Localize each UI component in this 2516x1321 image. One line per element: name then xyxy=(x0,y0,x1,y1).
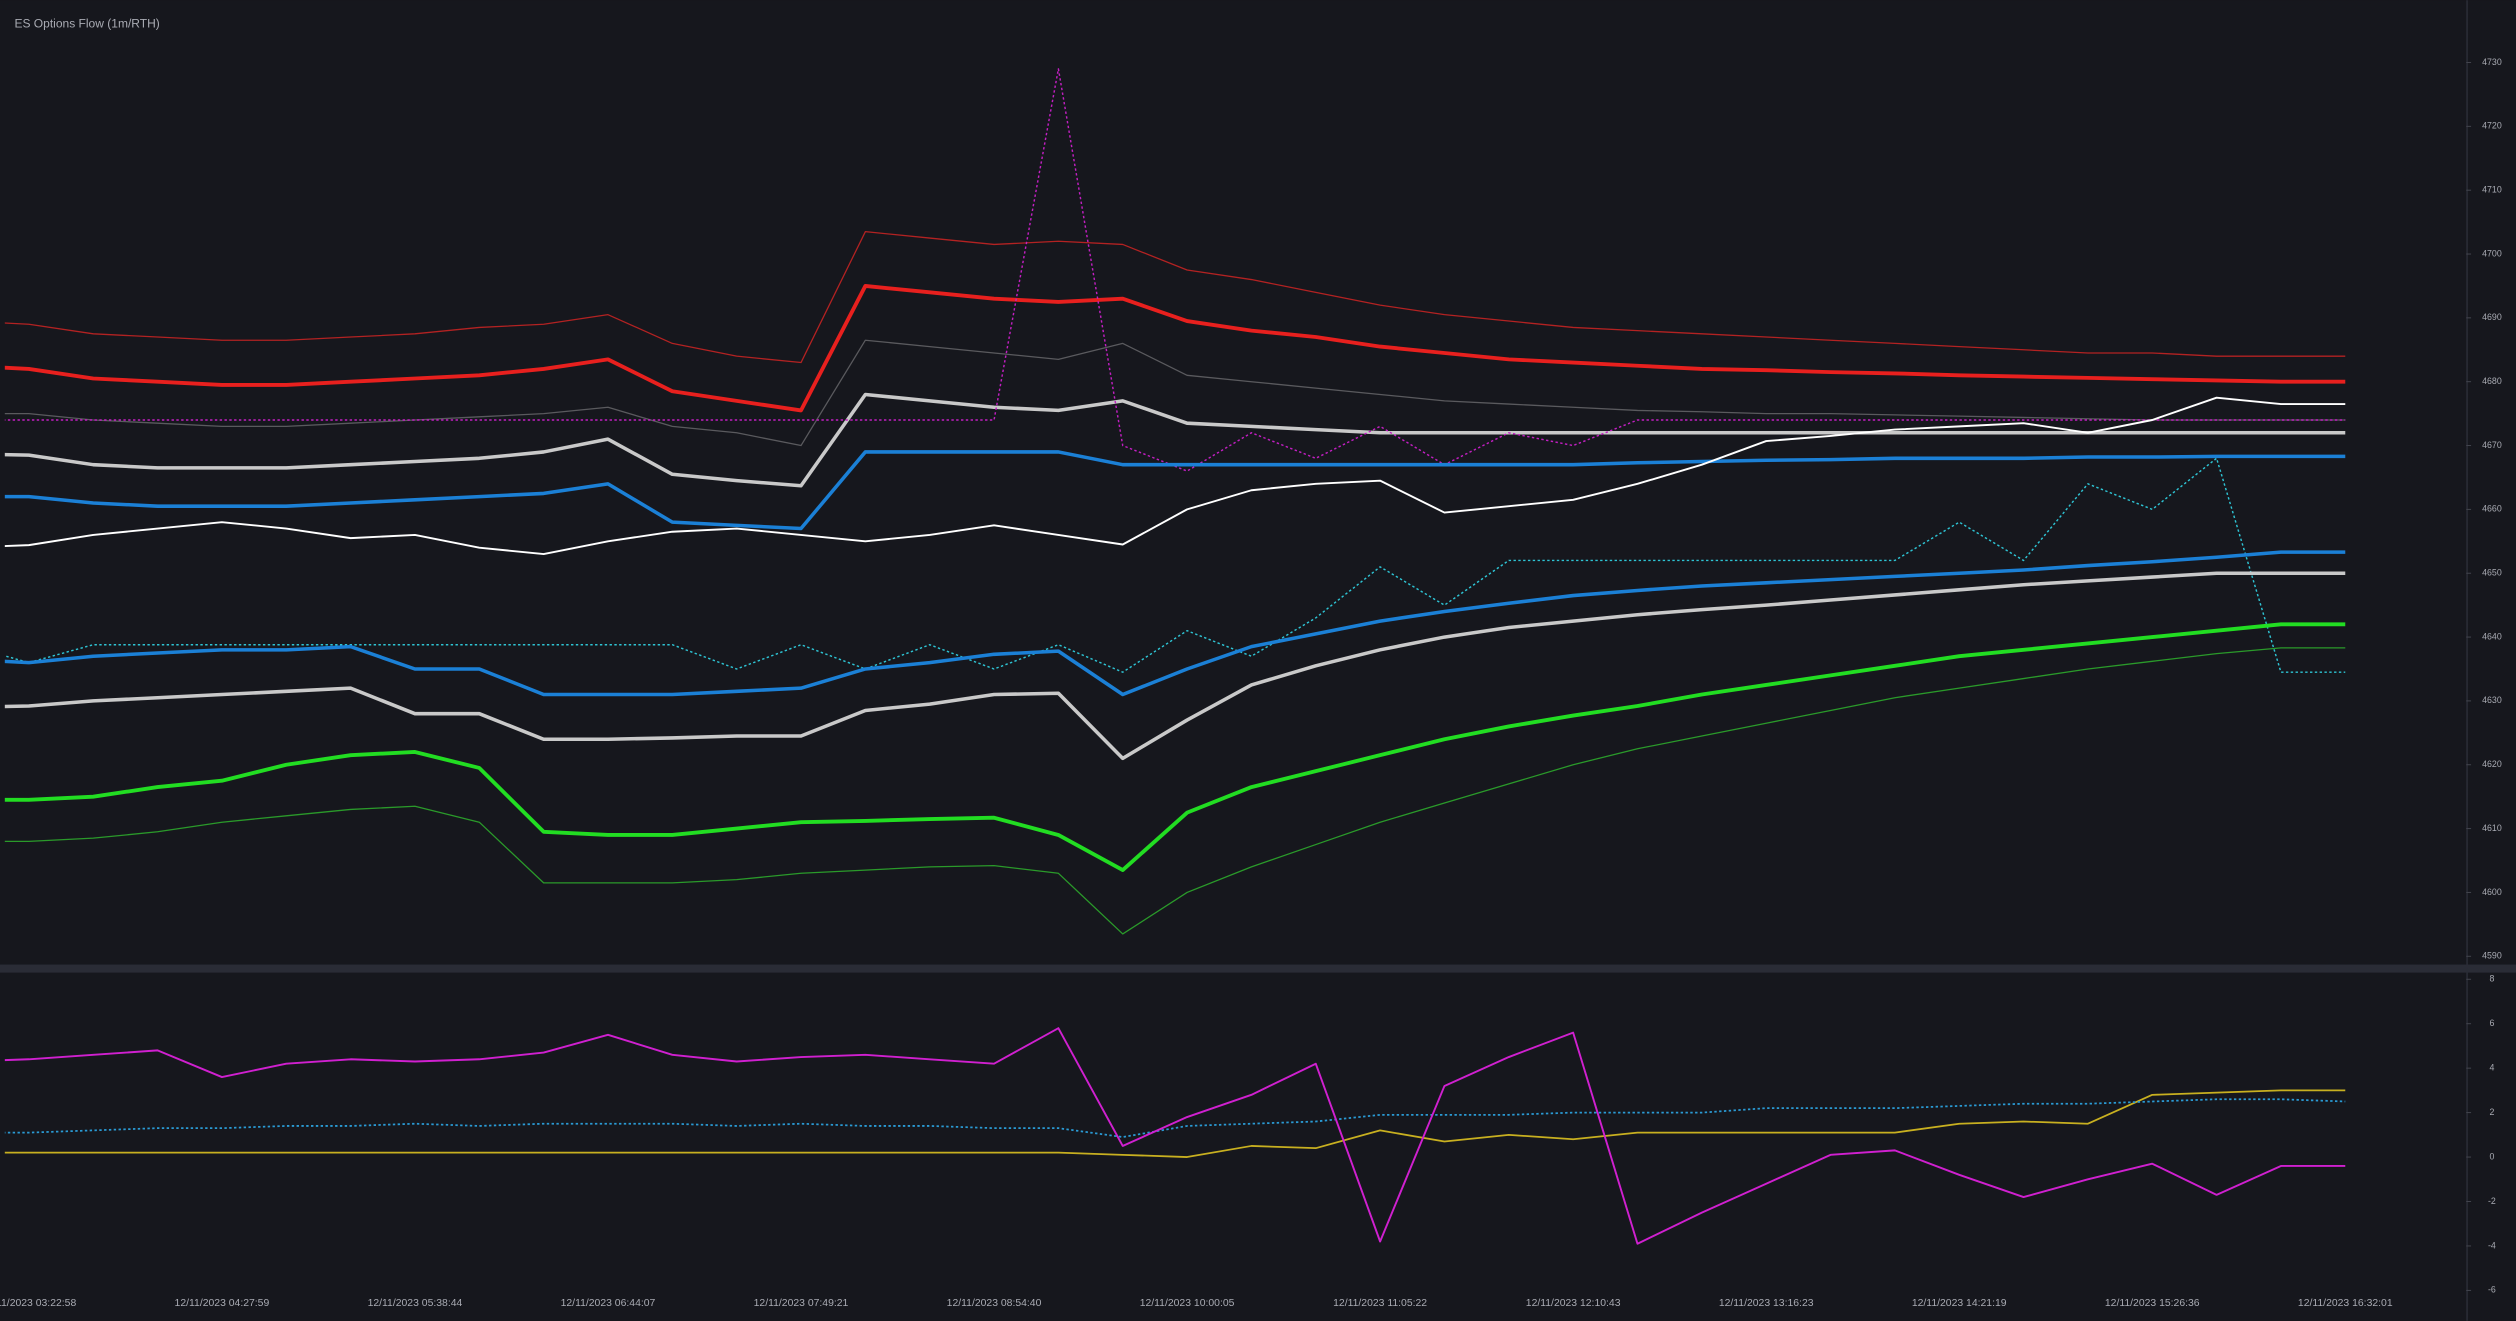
y-tick-label: 4650 xyxy=(2482,568,2502,578)
series-line xyxy=(4,231,2346,364)
series-line xyxy=(4,550,2346,697)
series-line xyxy=(4,457,2346,673)
y-tick-label: 4670 xyxy=(2482,440,2502,450)
x-tick-label: 12/11/2023 10:00:05 xyxy=(1140,1298,1235,1309)
series-line xyxy=(4,622,2346,873)
x-tick-label: 12/11/2023 12:10:43 xyxy=(1526,1298,1621,1309)
series-line xyxy=(4,1027,2346,1245)
y-tick-label: -6 xyxy=(2488,1285,2496,1295)
y-tick-label: 4600 xyxy=(2482,887,2502,897)
y-tick-label: -4 xyxy=(2488,1240,2496,1250)
y-tick-label: 0 xyxy=(2489,1151,2494,1161)
series-line xyxy=(4,339,2346,447)
y-tick-label: 4 xyxy=(2489,1062,2494,1072)
series-line xyxy=(4,396,2346,556)
y-tick-label: 4700 xyxy=(2482,248,2502,258)
x-tick-label: 12/11/2023 04:27:59 xyxy=(175,1298,270,1309)
panel-separator xyxy=(0,964,2516,973)
y-tick-label: 4690 xyxy=(2482,312,2502,322)
x-tick-label: 12/11/2023 07:49:21 xyxy=(754,1298,849,1309)
series-line xyxy=(4,450,2346,531)
plot-area xyxy=(4,1027,2346,1245)
series-line xyxy=(4,1098,2346,1138)
y-tick-label: 4590 xyxy=(2482,951,2502,961)
x-tick-label: 12/11/2023 06:44:07 xyxy=(561,1298,656,1309)
plot-area xyxy=(4,68,2346,935)
series-line xyxy=(4,392,2346,488)
axis-separator xyxy=(2466,0,2468,1321)
y-tick-label: 2 xyxy=(2489,1107,2494,1117)
y-tick-label: 4710 xyxy=(2482,185,2502,195)
y-tick-label: 4640 xyxy=(2482,631,2502,641)
series-line xyxy=(4,284,2346,413)
x-tick-label: 12/11/2023 16:32:01 xyxy=(2298,1298,2393,1309)
x-tick-label: 12/11/2023 05:38:44 xyxy=(368,1298,463,1309)
chart-title: ES Options Flow (1m/RTH) xyxy=(14,16,159,30)
series-line xyxy=(4,1089,2346,1158)
y-tick-label: -2 xyxy=(2488,1196,2496,1206)
y-tick-label: 4720 xyxy=(2482,121,2502,131)
y-tick-label: 4620 xyxy=(2482,759,2502,769)
x-tick-label: 12/11/2023 15:26:36 xyxy=(2105,1298,2200,1309)
x-tick-label: 12/11/2023 14:21:19 xyxy=(1912,1298,2007,1309)
y-tick-label: 4680 xyxy=(2482,376,2502,386)
y-tick-label: 6 xyxy=(2489,1018,2494,1028)
y-tick-label: 8 xyxy=(2489,974,2494,984)
series-line xyxy=(4,647,2346,935)
y-tick-label: 4610 xyxy=(2482,823,2502,833)
y-tick-label: 4630 xyxy=(2482,695,2502,705)
x-tick-label: 12/11/2023 11:05:22 xyxy=(1333,1298,1427,1309)
y-tick-label: 4660 xyxy=(2482,504,2502,514)
series-line xyxy=(4,571,2346,761)
series-line xyxy=(4,68,2346,472)
x-tick-label: 12/11/2023 08:54:40 xyxy=(947,1298,1042,1309)
x-tick-label: 12/11/2023 03:22:58 xyxy=(0,1298,76,1309)
x-tick-label: 12/11/2023 13:16:23 xyxy=(1719,1298,1814,1309)
y-tick-label: 4730 xyxy=(2482,57,2502,67)
